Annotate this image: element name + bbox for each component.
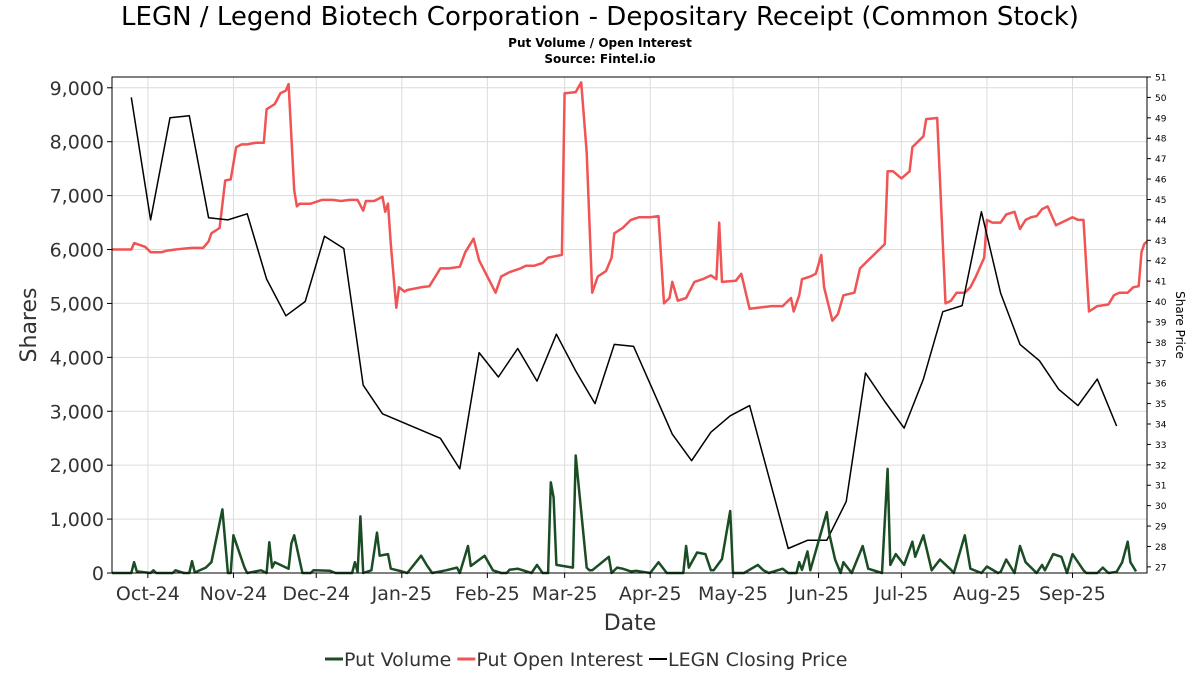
y2-tick-label: 37 [1155, 359, 1166, 369]
y2-tick-label: 31 [1155, 482, 1166, 492]
y-axis-ticks: 0 1,000 2,000 3,000 4,000 5,000 6,000 7,000 8,00… [50, 78, 112, 585]
y2-axis-label: Share Price [1173, 291, 1187, 359]
legend-label-put-volume: Put Volume [344, 649, 451, 671]
x-axis-label: Date [604, 611, 657, 636]
series-layer [112, 81, 1148, 575]
y2-tick-label: 35 [1155, 400, 1166, 410]
y2-tick-label: 38 [1155, 339, 1167, 349]
y2-tick-label: 44 [1155, 216, 1167, 226]
y2-tick-label: 34 [1155, 420, 1167, 430]
y-tick-label: 2,000 [50, 455, 104, 477]
y2-tick-label: 39 [1155, 318, 1167, 328]
y2-tick-label: 42 [1155, 257, 1166, 267]
y2-tick-label: 27 [1155, 563, 1166, 573]
y-tick-label: 9,000 [50, 78, 104, 100]
x-tick-label: May-25 [698, 583, 768, 605]
x-tick-label: Jul-25 [873, 583, 928, 605]
y2-tick-label: 51 [1155, 74, 1166, 84]
y2-tick-label: 43 [1155, 237, 1166, 247]
x-tick-label: Mar-25 [532, 583, 598, 605]
x-tick-label: Sep-25 [1039, 583, 1106, 605]
y-tick-label: 1,000 [50, 509, 104, 531]
x-tick-label: Dec-24 [282, 583, 350, 605]
x-axis-ticks: Oct-24 Nov-24 Dec-24 Jan-25 Feb-25 Mar-25 Apr-… [116, 573, 1106, 605]
y2-tick-label: 28 [1155, 543, 1167, 553]
y-tick-label: 6,000 [50, 240, 104, 262]
y-tick-label: 3,000 [50, 401, 104, 423]
y2-tick-label: 32 [1155, 461, 1166, 471]
y2-axis-ticks: 27 28 29 30 31 32 33 34 35 36 37 38 39 40 41 42 43 44 45 46… [1147, 74, 1167, 573]
chart-title: LEGN / Legend Biotech Corporation - Depo… [121, 2, 1079, 32]
y2-tick-label: 40 [1155, 298, 1167, 308]
series-line-legn-closing-price [130, 97, 1118, 550]
series-line-put-open-interest [112, 81, 1148, 322]
series-line-put-volume [112, 454, 1138, 575]
y2-tick-label: 50 [1155, 94, 1167, 104]
y2-tick-label: 33 [1155, 441, 1166, 451]
y2-tick-label: 41 [1155, 278, 1166, 288]
legend-label-put-open-interest: Put Open Interest [476, 649, 643, 671]
x-tick-label: Nov-24 [200, 583, 268, 605]
y2-tick-label: 49 [1155, 114, 1167, 124]
y2-tick-label: 29 [1155, 523, 1167, 533]
y-axis-label: Shares [17, 288, 42, 363]
x-tick-label: Feb-25 [455, 583, 520, 605]
y2-tick-label: 47 [1155, 155, 1166, 165]
grid-lines [112, 77, 1147, 574]
y2-tick-label: 48 [1155, 135, 1167, 145]
x-tick-label: Oct-24 [116, 583, 180, 605]
y-tick-label: 5,000 [50, 293, 104, 315]
y2-tick-label: 46 [1155, 176, 1167, 186]
chart-source: Source: Fintel.io [544, 52, 656, 66]
x-tick-label: Jan-25 [371, 583, 432, 605]
x-tick-label: Jun-25 [787, 583, 849, 605]
y-tick-label: 7,000 [50, 186, 104, 208]
y-tick-label: 4,000 [50, 347, 104, 369]
chart-subtitle: Put Volume / Open Interest [508, 36, 692, 50]
y2-tick-label: 36 [1155, 380, 1167, 390]
y-tick-label: 8,000 [50, 132, 104, 154]
x-tick-label: Aug-25 [953, 583, 1021, 605]
y2-tick-label: 45 [1155, 196, 1166, 206]
legend: Put Volume Put Open Interest LEGN Closing … [325, 649, 847, 671]
legend-label-legn-closing-price: LEGN Closing Price [668, 649, 847, 671]
y2-tick-label: 30 [1155, 502, 1167, 512]
plot-frame [111, 76, 1148, 574]
y-tick-label: 0 [92, 563, 104, 585]
x-tick-label: Apr-25 [619, 583, 682, 605]
